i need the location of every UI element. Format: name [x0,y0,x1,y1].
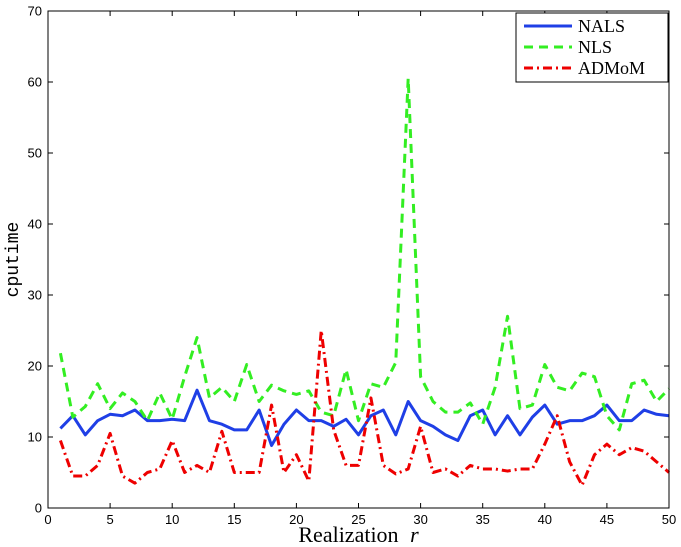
y-tick-label: 50 [28,146,42,161]
x-tick-label: 10 [165,512,179,527]
x-tick-label: 30 [413,512,427,527]
x-tick-label: 45 [600,512,614,527]
x-tick-label: 0 [44,512,51,527]
x-tick-label: 15 [227,512,241,527]
x-axis-label-text: Realization [298,522,398,547]
series-lines [58,76,671,487]
legend-label: NALS [578,16,625,36]
plot-frame [47,10,670,509]
x-axis-label-var: r [410,522,419,547]
y-tick-label: 70 [28,4,42,19]
legend-label: NLS [578,37,612,57]
y-tick-label: 30 [28,288,42,303]
x-tick-label: 35 [475,512,489,527]
y-tick-label: 60 [28,75,42,90]
x-tick-label: 25 [351,512,365,527]
series-line-admom [59,329,670,487]
x-tick-label: 20 [289,512,303,527]
y-tick-label: 40 [28,217,42,232]
series-line-nls [58,76,671,432]
x-tick-label: 40 [538,512,552,527]
y-tick-label: 10 [28,430,42,445]
y-tick-label: 0 [35,501,42,516]
x-axis-ticks: 0 5 10 15 20 25 30 35 40 45 50 [44,11,676,527]
x-tick-label: 50 [662,512,676,527]
y-axis-label: cputime [4,222,24,298]
series-line-nals [59,388,670,448]
y-tick-label: 20 [28,359,42,374]
x-axis-label: Realization r [298,522,419,547]
x-tick-label: 5 [106,512,113,527]
legend-label: ADMoM [578,58,645,78]
